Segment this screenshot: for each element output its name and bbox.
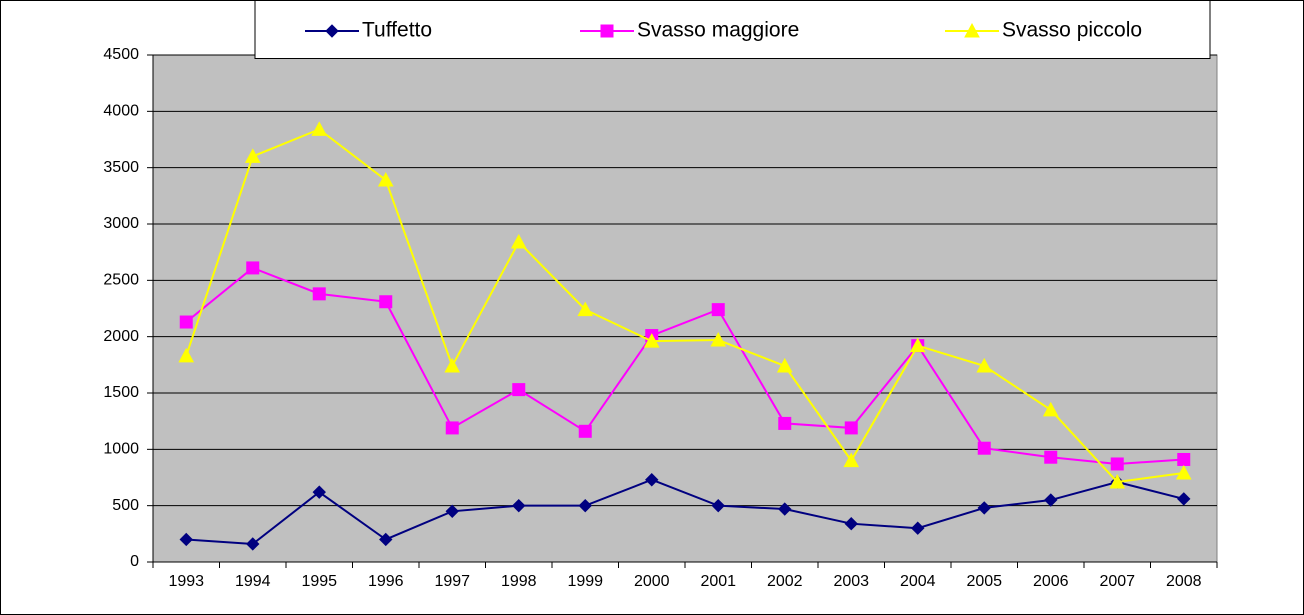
legend-label: Svasso piccolo bbox=[1002, 19, 1142, 42]
x-tick-label: 2001 bbox=[700, 573, 736, 590]
marker bbox=[977, 501, 991, 515]
x-tick-label: 1999 bbox=[567, 573, 603, 590]
marker bbox=[909, 337, 926, 353]
y-tick-label: 500 bbox=[112, 497, 139, 514]
marker bbox=[1044, 493, 1058, 507]
marker bbox=[445, 421, 459, 435]
marker bbox=[312, 287, 326, 301]
y-tick-label: 3500 bbox=[103, 159, 139, 176]
marker bbox=[512, 498, 526, 513]
marker bbox=[445, 504, 459, 519]
marker bbox=[325, 24, 339, 38]
marker bbox=[578, 424, 592, 438]
x-tick-label: 1996 bbox=[368, 573, 404, 590]
y-tick-label: 2500 bbox=[103, 272, 139, 289]
marker bbox=[246, 261, 260, 275]
marker bbox=[379, 532, 393, 547]
x-tick-label: 2005 bbox=[966, 573, 1002, 590]
y-tick-label: 4000 bbox=[103, 103, 139, 120]
marker bbox=[377, 172, 394, 187]
marker bbox=[976, 357, 993, 373]
line bbox=[185, 128, 1184, 484]
x-tick-label: 1995 bbox=[301, 573, 337, 590]
marker bbox=[244, 148, 261, 163]
marker bbox=[1109, 473, 1126, 489]
marker bbox=[1175, 464, 1192, 480]
y-tick-label: 4500 bbox=[103, 46, 139, 63]
y-tick-label: 2000 bbox=[103, 328, 139, 345]
marker bbox=[911, 521, 925, 535]
x-tick-label: 2003 bbox=[833, 573, 869, 590]
marker bbox=[178, 347, 195, 363]
legend-label: Tuffetto bbox=[362, 19, 432, 42]
marker bbox=[1044, 450, 1058, 464]
marker bbox=[964, 22, 980, 38]
x-tick-label: 1993 bbox=[168, 573, 204, 590]
marker bbox=[379, 295, 393, 309]
y-tick-label: 1500 bbox=[103, 384, 139, 401]
marker bbox=[710, 331, 727, 347]
marker bbox=[844, 516, 858, 531]
marker bbox=[844, 421, 858, 435]
x-tick-label: 2004 bbox=[900, 573, 936, 590]
marker bbox=[510, 233, 527, 249]
x-tick-label: 2006 bbox=[1033, 573, 1069, 590]
x-tick-label: 1998 bbox=[501, 573, 537, 590]
x-tick-label: 2002 bbox=[767, 573, 803, 590]
marker bbox=[179, 315, 193, 329]
marker bbox=[711, 498, 725, 513]
marker bbox=[977, 441, 991, 455]
marker bbox=[776, 357, 793, 373]
x-tick-label: 2000 bbox=[634, 573, 670, 590]
marker bbox=[1110, 457, 1124, 471]
marker bbox=[643, 333, 660, 348]
y-tick-label: 0 bbox=[130, 553, 139, 570]
y-tick-label: 1000 bbox=[103, 441, 139, 458]
plot-background bbox=[152, 54, 1218, 563]
marker bbox=[1177, 492, 1191, 506]
marker bbox=[311, 121, 328, 136]
legend bbox=[254, 0, 1211, 59]
marker bbox=[1177, 452, 1191, 466]
marker bbox=[578, 498, 592, 513]
x-tick-label: 2008 bbox=[1166, 573, 1202, 590]
marker bbox=[645, 473, 659, 487]
marker bbox=[711, 303, 725, 317]
marker bbox=[179, 532, 193, 547]
x-tick-label: 1997 bbox=[434, 573, 470, 590]
marker bbox=[778, 416, 792, 430]
legend-label: Svasso maggiore bbox=[637, 19, 799, 42]
marker bbox=[1042, 401, 1059, 417]
line bbox=[186, 478, 1184, 545]
x-tick-label: 2007 bbox=[1099, 573, 1135, 590]
marker bbox=[444, 357, 461, 373]
marker bbox=[600, 24, 614, 38]
marker bbox=[577, 301, 594, 317]
marker bbox=[312, 485, 326, 499]
marker bbox=[512, 383, 526, 397]
marker bbox=[843, 452, 860, 468]
x-tick-label: 1994 bbox=[235, 573, 271, 590]
marker bbox=[778, 502, 792, 516]
marker bbox=[246, 537, 260, 551]
y-tick-label: 3000 bbox=[103, 215, 139, 232]
line bbox=[185, 266, 1184, 465]
